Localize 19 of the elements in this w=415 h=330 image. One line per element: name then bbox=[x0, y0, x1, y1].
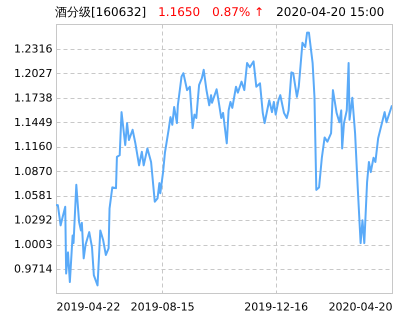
line-series bbox=[56, 32, 392, 286]
y-tick-label: 1.1449 bbox=[14, 116, 52, 129]
y-tick-label: 1.1738 bbox=[14, 91, 52, 104]
y-tick-label: 1.0870 bbox=[14, 164, 52, 178]
text: 2020-04-20 15:00 bbox=[276, 5, 384, 19]
y-tick-label: 1.0003 bbox=[14, 238, 52, 252]
chart-title: 酒分级[160632] bbox=[55, 5, 146, 19]
y-tick-label: 1.0581 bbox=[14, 189, 52, 202]
text: 1.1650 bbox=[158, 5, 200, 19]
y-tick-label: 1.0292 bbox=[14, 214, 52, 227]
y-tick-label: 1.2316 bbox=[14, 42, 52, 56]
x-tick-label: 2019-08-15 bbox=[130, 300, 195, 314]
text: 0.87% ↑ bbox=[212, 5, 264, 19]
x-tick-label: 2020-04-20 bbox=[328, 300, 392, 314]
y-tick-label: 1.1160 bbox=[14, 140, 52, 154]
y-tick-label: 1.2027 bbox=[14, 66, 52, 80]
x-tick-label: 2019-04-22 bbox=[56, 300, 120, 314]
y-tick-label: 0.9714 bbox=[14, 262, 52, 276]
x-tick-label: 2019-12-16 bbox=[244, 300, 308, 314]
